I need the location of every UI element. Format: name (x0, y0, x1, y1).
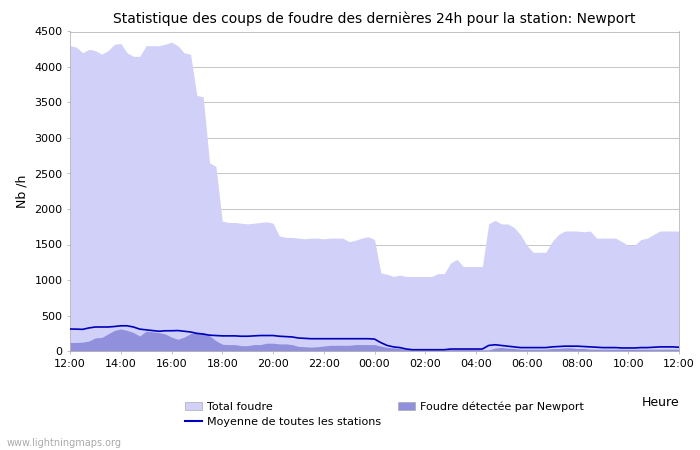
Y-axis label: Nb /h: Nb /h (15, 175, 29, 208)
Title: Statistique des coups de foudre des dernières 24h pour la station: Newport: Statistique des coups de foudre des dern… (113, 12, 636, 26)
Text: www.lightningmaps.org: www.lightningmaps.org (7, 438, 122, 448)
Legend: Total foudre, Moyenne de toutes les stations, Foudre détectée par Newport: Total foudre, Moyenne de toutes les stat… (186, 401, 584, 428)
Text: Heure: Heure (641, 396, 679, 409)
